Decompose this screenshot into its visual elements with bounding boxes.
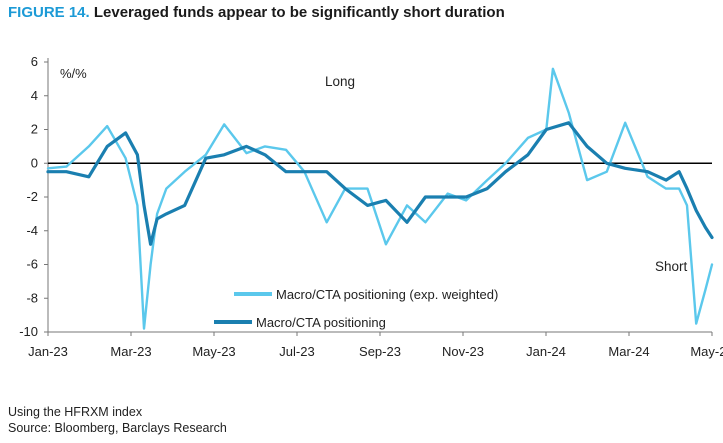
y-tick-label: -6: [26, 257, 38, 272]
x-tick-label: Mar-23: [110, 344, 151, 359]
figure-number: FIGURE 14.: [8, 4, 90, 21]
chart-series: [46, 67, 714, 330]
x-tick-label: Jan-23: [28, 344, 68, 359]
y-tick-label: 2: [31, 122, 38, 137]
x-tick-label: May-23: [192, 344, 235, 359]
x-tick-label: Mar-24: [608, 344, 649, 359]
footnote-index: Using the HFRXM index: [8, 405, 143, 419]
x-tick-label: May-24: [690, 344, 723, 359]
y-tick-label: 4: [31, 88, 38, 103]
series-line-exp-weighted: [46, 67, 714, 330]
y-tick-label: 0: [31, 155, 38, 170]
y-tick-label: 6: [31, 54, 38, 69]
short-annotation: Short: [655, 259, 688, 274]
x-tick-label: Sep-23: [359, 344, 401, 359]
chart-legend: Macro/CTA positioning (exp. weighted) Ma…: [214, 287, 498, 330]
chart-axes: 6 4 2 0 -2 -4 -6 -8 -10 Jan-23 Mar-23 May-23 Jul-23 S…: [19, 54, 723, 359]
y-tick-label: -2: [26, 189, 38, 204]
y-tick-label: -4: [26, 223, 38, 238]
x-tick-label: Nov-23: [442, 344, 484, 359]
legend-label-positioning: Macro/CTA positioning: [256, 315, 386, 330]
series-line-positioning: [46, 121, 714, 246]
y-axis-unit-label: %/%: [60, 66, 87, 81]
y-tick-label: -8: [26, 290, 38, 305]
legend-label-exp-weighted: Macro/CTA positioning (exp. weighted): [276, 287, 498, 302]
figure-title: FIGURE 14. Leveraged funds appear to be …: [8, 4, 505, 21]
footnote-source: Source: Bloomberg, Barclays Research: [8, 421, 227, 435]
y-tick-label: -10: [19, 324, 38, 339]
long-annotation: Long: [325, 74, 355, 89]
figure-title-text: Leveraged funds appear to be significant…: [93, 4, 505, 21]
x-tick-label: Jul-23: [279, 344, 314, 359]
x-tick-label: Jan-24: [526, 344, 566, 359]
